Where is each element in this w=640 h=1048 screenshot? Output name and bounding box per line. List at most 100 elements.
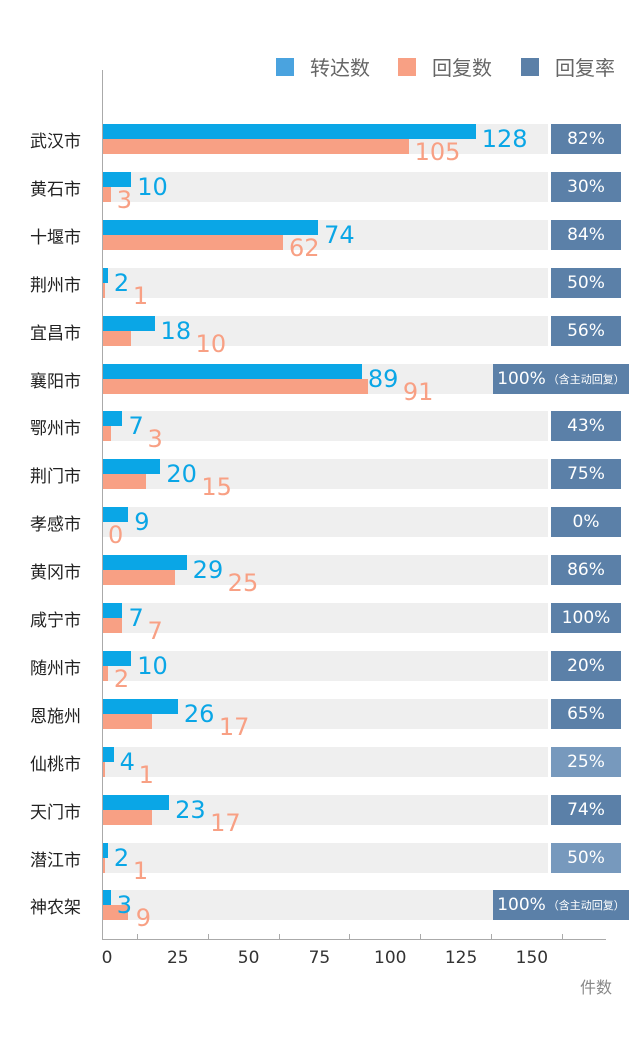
rate-value: 65% [567, 703, 605, 724]
value-label-forwarded: 2 [113, 268, 130, 297]
rate-value: 100% [497, 368, 546, 389]
rate-badge: 84% [551, 219, 621, 250]
rate-value: 50% [567, 272, 605, 293]
bar-replied [102, 330, 132, 346]
rate-value: 84% [567, 224, 605, 245]
value-label-replied: 7 [147, 617, 163, 645]
rate-value: 25% [567, 751, 605, 772]
bar-forwarded [102, 746, 114, 762]
row-background [102, 603, 548, 633]
x-tick-label: 25 [166, 948, 189, 968]
category-label: 天门市 [30, 802, 81, 823]
rate-value: 82% [567, 129, 605, 149]
rate-badge: 25% [551, 746, 621, 777]
value-label-forwarded: 4 [119, 747, 135, 776]
rate-value: 0% [572, 512, 600, 533]
bar-forwarded [102, 459, 161, 475]
value-label-forwarded: 20 [166, 460, 197, 489]
bar-replied [102, 665, 108, 681]
rate-badge: 56% [551, 315, 621, 346]
bar-forwarded [102, 603, 123, 618]
x-tick [561, 934, 563, 939]
x-tick-label: 150 [515, 948, 549, 968]
legend-swatch [276, 57, 294, 76]
value-label-replied: 62 [289, 233, 320, 262]
value-label-replied: 17 [210, 808, 241, 837]
bar-replied [102, 378, 368, 394]
rate-badge: 74% [551, 794, 621, 825]
value-label-forwarded: 9 [134, 508, 150, 537]
x-tick [278, 934, 280, 939]
value-label-forwarded: 10 [137, 651, 168, 680]
rate-value: 56% [567, 320, 605, 341]
chart-row: 宜昌市 18 10 56% [0, 315, 640, 356]
rate-value: 30% [567, 176, 605, 197]
value-label-replied: 91 [402, 377, 434, 406]
rate-badge: 100% （含主动回复） [493, 890, 629, 921]
category-label: 咸宁市 [30, 611, 81, 631]
bar-replied [102, 857, 105, 873]
legend-swatch [398, 57, 416, 76]
rate-badge: 75% [551, 459, 621, 490]
value-label-replied: 10 [195, 329, 227, 358]
value-label-replied: 0 [108, 521, 124, 550]
rate-value: 50% [567, 847, 605, 868]
chart-row: 襄阳市 89 91 100% （含主动回复） [0, 363, 640, 404]
value-label-forwarded: 7 [128, 412, 144, 441]
chart-row: 仙桃市 4 1 25% [0, 746, 640, 787]
bar-forwarded [102, 650, 132, 666]
bar-forwarded [102, 698, 178, 714]
rate-value: 75% [567, 464, 605, 485]
bar-replied [102, 282, 105, 298]
rate-badge: 0% [551, 507, 621, 538]
value-label-forwarded: 3 [116, 891, 133, 920]
row-background [102, 411, 548, 442]
value-label-replied: 1 [138, 760, 154, 789]
x-tick-label: 75 [308, 948, 331, 968]
bar-replied [102, 139, 409, 154]
chart-row: 恩施州 26 17 65% [0, 698, 640, 739]
row-background [102, 507, 548, 538]
value-label-replied: 1 [132, 281, 149, 310]
value-label-replied: 25 [227, 569, 259, 598]
value-label-replied: 3 [147, 425, 163, 454]
category-label: 武汉市 [30, 132, 81, 152]
category-label: 荆门市 [30, 467, 81, 488]
category-label: 黄石市 [30, 179, 81, 200]
rate-value: 86% [567, 560, 605, 581]
category-label: 潜江市 [30, 850, 81, 871]
bar-replied [102, 761, 105, 777]
bar-replied [102, 186, 111, 202]
chart-row: 十堰市 74 62 84% [0, 219, 640, 260]
x-tick [137, 934, 138, 939]
rate-badge: 50% [551, 267, 621, 298]
value-label-replied: 105 [414, 138, 461, 166]
chart-row: 黄石市 10 3 30% [0, 171, 640, 212]
bar-replied [102, 234, 284, 250]
category-label: 仙桃市 [30, 754, 81, 775]
legend-label: 回复数 [432, 56, 492, 80]
rate-badge: 43% [551, 411, 621, 442]
value-label-forwarded: 23 [175, 795, 206, 824]
chart-row: 武汉市 128 105 82% [0, 124, 640, 164]
value-label-forwarded: 74 [324, 220, 355, 249]
bar-replied [102, 905, 129, 921]
rate-value: 100% [497, 895, 546, 916]
category-label: 神农架 [30, 898, 81, 919]
rate-badge: 86% [551, 555, 621, 586]
legend-label: 转达数 [310, 56, 370, 80]
chart-row: 天门市 23 17 74% [0, 794, 640, 835]
value-label-forwarded: 29 [192, 556, 224, 585]
chart-row: 黄冈市 29 25 86% [0, 555, 640, 595]
legend-rate: 回复率 [521, 52, 615, 81]
x-axis [102, 939, 606, 940]
rate-note: （含主动回复） [547, 899, 625, 913]
bar-forwarded [102, 555, 187, 571]
x-tick-label: 125 [444, 948, 478, 968]
chart-row: 神农架 3 9 100% （含主动回复） [0, 890, 640, 930]
legend-replied: 回复数 [398, 52, 492, 81]
bar-forwarded [102, 411, 123, 427]
category-label: 随州市 [30, 658, 81, 679]
bar-forwarded [102, 507, 129, 523]
y-axis [102, 70, 103, 940]
